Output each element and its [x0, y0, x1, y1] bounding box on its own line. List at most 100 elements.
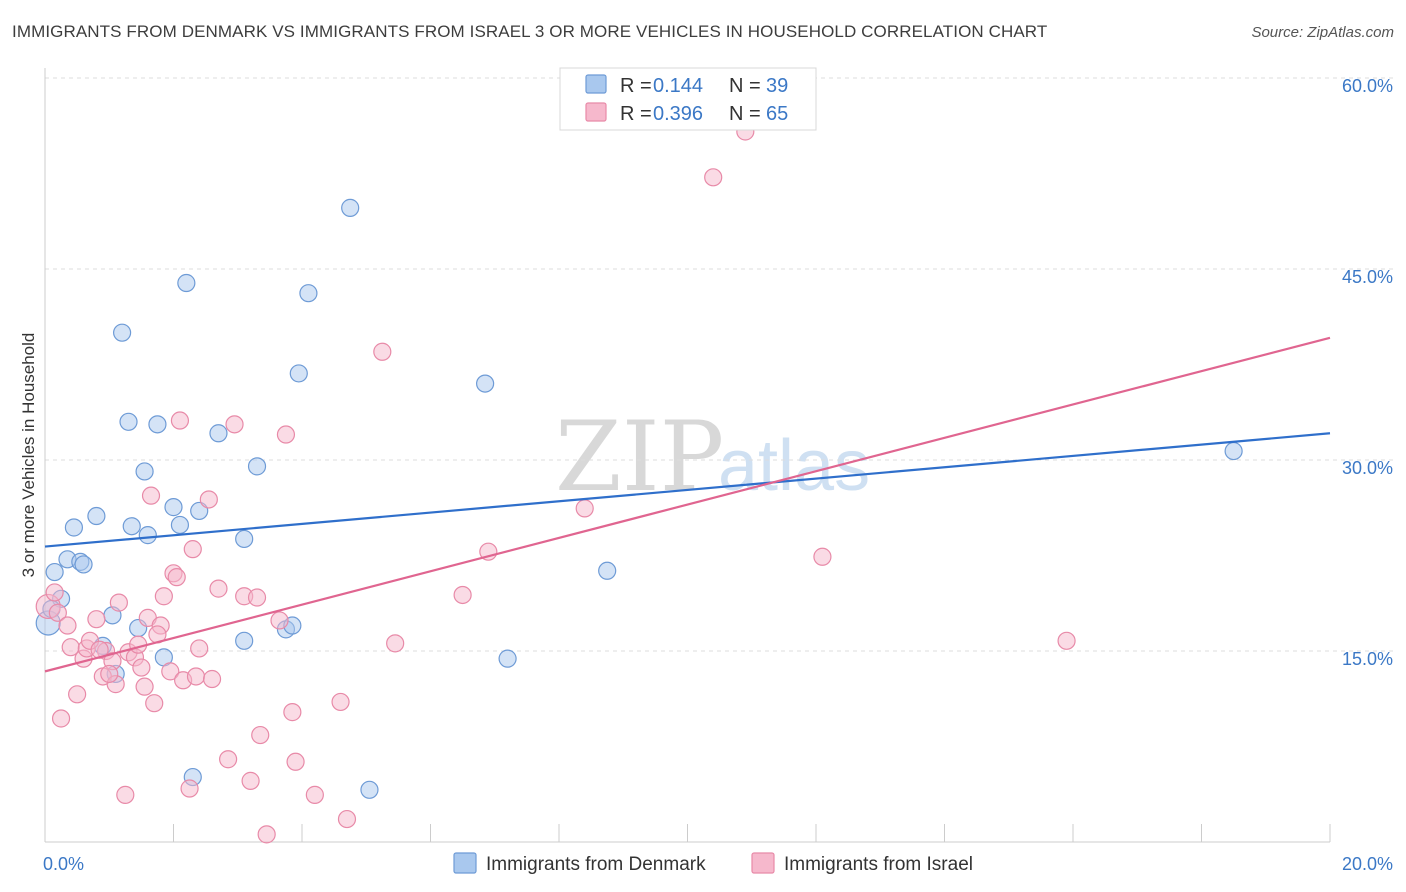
point-israel-24: [145, 694, 164, 713]
axes: [44, 68, 1331, 843]
point-denmark-12: [119, 412, 138, 431]
point-israel-52: [373, 342, 392, 361]
legend-n-label-denmark: N =: [729, 75, 761, 97]
legend-r-value-denmark: 0.144: [653, 75, 703, 97]
point-israel-46: [276, 425, 296, 444]
point-israel-60: [1057, 631, 1076, 650]
legend-n-label-israel: N =: [729, 103, 761, 125]
point-denmark-21: [177, 273, 196, 293]
y-tick-labels: 15.0% 30.0% 45.0% 60.0%: [1342, 76, 1393, 669]
watermark-atlas: atlas: [718, 426, 870, 506]
point-denmark-4: [64, 518, 84, 537]
x-tick-label-0: 0.0%: [43, 854, 84, 874]
point-denmark-36: [598, 561, 617, 580]
point-denmark-1: [45, 562, 64, 582]
trend-line-israel: [44, 336, 1331, 673]
legend-r-value-israel: 0.396: [653, 103, 703, 125]
bottom-legend-swatch-denmark: [453, 852, 477, 874]
y-axis-label: 3 or more Vehicles in Household: [19, 333, 38, 578]
point-israel-29: [167, 568, 186, 587]
point-israel-45: [270, 611, 289, 630]
trend-lines: [44, 336, 1331, 673]
bottom-legend-label-denmark: Immigrants from Denmark: [486, 854, 706, 875]
point-israel-32: [180, 779, 199, 798]
legend-r-label-israel: R =: [620, 103, 652, 125]
bottom-legend-swatch-israel: [751, 852, 775, 874]
legend-swatch-denmark: [585, 74, 607, 94]
point-israel-34: [186, 667, 206, 686]
y-tick-label-0: 15.0%: [1342, 649, 1393, 669]
point-denmark-15: [135, 462, 154, 481]
point-denmark-13: [122, 517, 141, 536]
point-israel-36: [199, 490, 218, 509]
point-israel-44: [257, 825, 276, 844]
point-israel-26: [154, 587, 173, 606]
point-israel-3: [51, 709, 71, 728]
point-israel-42: [247, 588, 267, 607]
x-tick-labels: 0.0% 20.0%: [43, 854, 1393, 874]
point-denmark-24: [209, 424, 228, 443]
chart-source: Source: ZipAtlas.com: [1251, 24, 1394, 41]
point-denmark-37: [1224, 441, 1243, 461]
point-israel-30: [170, 411, 190, 430]
point-israel-37: [209, 579, 228, 598]
point-israel-43: [251, 725, 270, 745]
point-israel-54: [453, 585, 472, 605]
point-denmark-27: [247, 457, 267, 476]
y-tick-label-1: 30.0%: [1342, 458, 1393, 478]
gridlines: [45, 77, 1395, 652]
point-israel-62: [100, 664, 119, 684]
point-israel-21: [135, 677, 154, 696]
point-denmark-30: [289, 364, 308, 383]
point-israel-56: [575, 499, 594, 518]
legend: R = 0.144 N = 39 R = 0.396 N = 65: [559, 67, 817, 131]
point-israel-59: [813, 547, 832, 566]
point-denmark-11: [112, 323, 132, 342]
point-denmark-26: [235, 529, 254, 549]
point-denmark-16: [138, 526, 157, 545]
legend-swatch-israel: [585, 102, 607, 122]
point-israel-33: [183, 540, 202, 559]
point-israel-16: [116, 785, 135, 804]
point-israel-15: [109, 593, 128, 612]
point-israel-38: [219, 750, 238, 769]
point-denmark-34: [476, 374, 495, 393]
point-israel-4: [58, 616, 77, 635]
legend-r-label-denmark: R =: [620, 75, 652, 97]
point-denmark-35: [498, 649, 517, 668]
point-israel-41: [241, 771, 260, 790]
point-israel-2: [48, 603, 67, 622]
x-tick-label-1: 20.0%: [1342, 854, 1393, 874]
point-israel-48: [286, 752, 305, 771]
point-denmark-25: [235, 631, 254, 650]
point-israel-6: [68, 685, 87, 704]
point-denmark-31: [299, 284, 318, 303]
point-israel-57: [704, 168, 723, 187]
bottom-legend: Immigrants from Denmark Immigrants from …: [453, 852, 973, 875]
point-israel-63: [202, 669, 222, 689]
chart-title: IMMIGRANTS FROM DENMARK VS IMMIGRANTS FR…: [12, 22, 1048, 41]
legend-n-value-israel: 65: [766, 103, 788, 125]
point-denmark-20: [170, 515, 190, 535]
point-israel-53: [386, 634, 405, 653]
point-israel-23: [141, 486, 161, 505]
point-israel-49: [305, 785, 324, 804]
point-israel-27: [161, 662, 180, 681]
y-tick-label-3: 60.0%: [1342, 76, 1393, 96]
point-israel-47: [283, 703, 302, 722]
legend-n-value-denmark: 39: [766, 75, 788, 97]
point-denmark-33: [360, 780, 379, 799]
point-denmark-32: [341, 198, 360, 217]
point-israel-1: [45, 583, 64, 602]
series-israel-points: [35, 122, 1076, 844]
point-israel-39: [225, 415, 244, 434]
bottom-legend-label-israel: Immigrants from Israel: [784, 854, 973, 875]
watermark-zip: ZIP: [555, 401, 724, 513]
point-israel-10: [87, 610, 106, 629]
watermark: ZIP atlas: [555, 401, 870, 513]
point-israel-50: [331, 692, 350, 712]
point-israel-51: [337, 809, 357, 829]
point-denmark-6: [74, 555, 93, 574]
point-denmark-19: [164, 498, 183, 517]
